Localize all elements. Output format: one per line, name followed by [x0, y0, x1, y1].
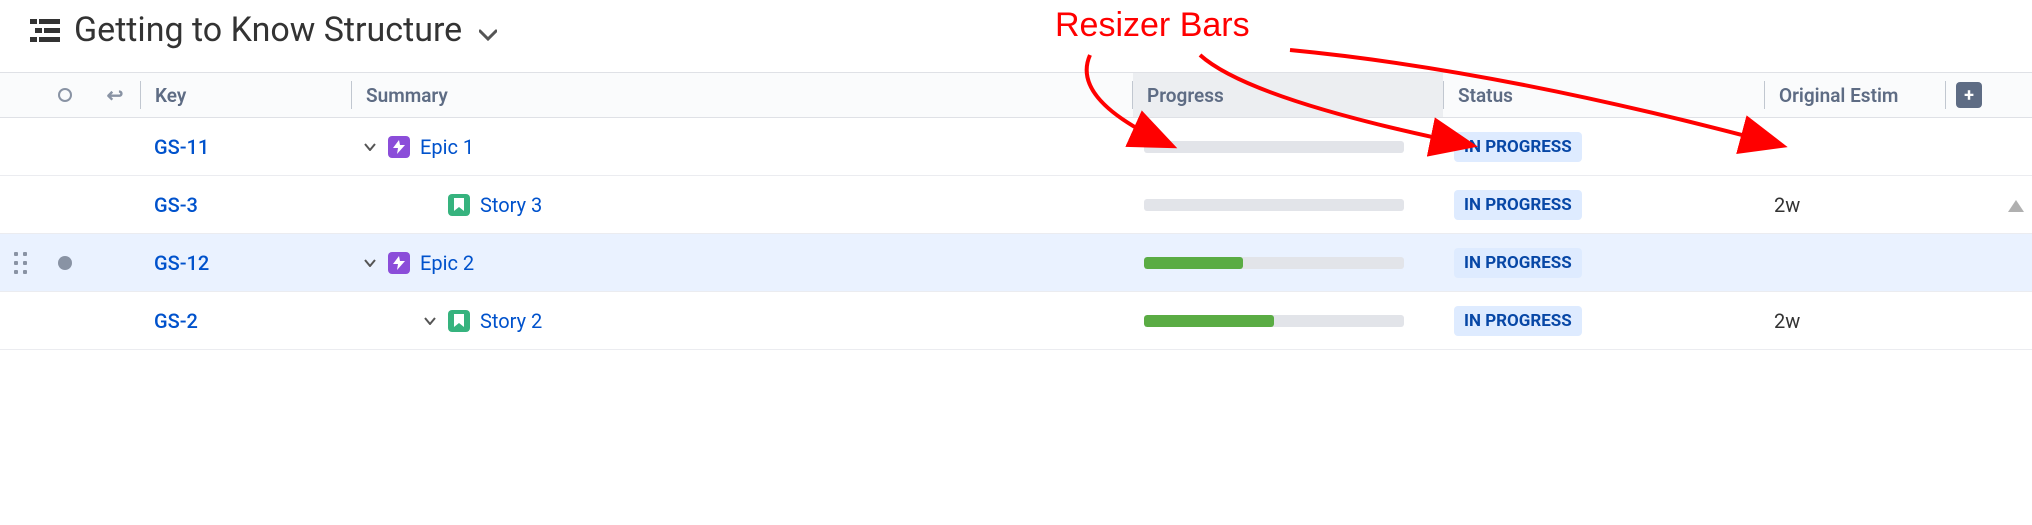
cell-summary: Epic 2	[350, 251, 1130, 275]
expand-toggle[interactable]	[424, 317, 438, 325]
cell-progress	[1130, 199, 1440, 211]
cell-status: IN PROGRESS	[1440, 190, 1760, 220]
drag-dots-icon	[14, 252, 27, 274]
expand-toggle[interactable]	[364, 143, 378, 151]
estimate-value: 2w	[1774, 193, 1800, 217]
progress-bar	[1144, 141, 1404, 153]
cell-summary: Story 3	[350, 193, 1130, 217]
structure-title-text: Getting to Know Structure	[74, 10, 462, 50]
progress-fill	[1144, 315, 1274, 327]
epic-icon	[388, 136, 410, 158]
structure-title[interactable]: Getting to Know Structure	[74, 10, 497, 50]
circle-icon	[58, 88, 72, 102]
header-estimate-label: Original Estim	[1779, 84, 1898, 107]
table-header: ↩ Key Summary Progress Status Original E…	[0, 72, 2032, 118]
progress-bar	[1144, 257, 1404, 269]
header-status[interactable]: Status	[1444, 84, 1764, 107]
story-icon	[448, 194, 470, 216]
swap-icon: ↩	[107, 83, 124, 107]
header-swap[interactable]: ↩	[90, 83, 140, 107]
circle-filled-icon	[58, 256, 72, 270]
header-status-label: Status	[1458, 84, 1513, 107]
cell-status: IN PROGRESS	[1440, 306, 1760, 336]
issue-summary-link[interactable]: Epic 1	[420, 135, 474, 159]
issue-table: ↩ Key Summary Progress Status Original E…	[0, 72, 2032, 350]
cell-key: GS-2	[140, 309, 350, 333]
cell-summary: Epic 1	[350, 135, 1130, 159]
table-row[interactable]: GS-12 Epic 2 IN PROGRESS	[0, 234, 2032, 292]
header-progress[interactable]: Progress	[1133, 73, 1443, 117]
epic-icon	[388, 252, 410, 274]
estimate-value: 2w	[1774, 309, 1800, 333]
row-select[interactable]	[40, 256, 90, 270]
issue-key-link[interactable]: GS-2	[154, 309, 198, 333]
header-select-all[interactable]	[40, 88, 90, 102]
issue-summary-link[interactable]: Story 2	[480, 309, 542, 333]
header-summary-label: Summary	[366, 84, 448, 107]
issue-key-link[interactable]: GS-11	[154, 135, 209, 159]
header-summary[interactable]: Summary	[352, 84, 1132, 107]
cell-key: GS-11	[140, 135, 350, 159]
drag-handle[interactable]	[0, 252, 40, 274]
header-add-column[interactable]: +	[1946, 82, 1992, 108]
cell-status: IN PROGRESS	[1440, 132, 1760, 162]
expand-toggle[interactable]	[364, 259, 378, 267]
cell-summary: Story 2	[350, 309, 1130, 333]
progress-fill	[1144, 257, 1243, 269]
progress-bar	[1144, 199, 1404, 211]
scrollbar-up-icon	[2008, 200, 2024, 212]
plus-icon: +	[1956, 82, 1982, 108]
status-lozenge[interactable]: IN PROGRESS	[1454, 132, 1582, 162]
table-body: GS-11 Epic 1 IN PROGRESS GS-3 Story 3 IN PROG…	[0, 118, 2032, 350]
progress-bar	[1144, 315, 1404, 327]
issue-summary-link[interactable]: Story 3	[480, 193, 542, 217]
issue-summary-link[interactable]: Epic 2	[420, 251, 474, 275]
table-row[interactable]: GS-11 Epic 1 IN PROGRESS	[0, 118, 2032, 176]
cell-estimate: 2w	[1760, 193, 1940, 217]
header-estimate[interactable]: Original Estim	[1765, 84, 1945, 107]
chevron-down-icon	[479, 29, 497, 41]
status-lozenge[interactable]: IN PROGRESS	[1454, 306, 1582, 336]
table-row[interactable]: GS-2 Story 2 IN PROGRESS 2w	[0, 292, 2032, 350]
status-lozenge[interactable]: IN PROGRESS	[1454, 248, 1582, 278]
header-progress-label: Progress	[1147, 84, 1224, 107]
issue-key-link[interactable]: GS-12	[154, 251, 209, 275]
status-lozenge[interactable]: IN PROGRESS	[1454, 190, 1582, 220]
cell-progress	[1130, 257, 1440, 269]
table-row[interactable]: GS-3 Story 3 IN PROGRESS 2w	[0, 176, 2032, 234]
cell-status: IN PROGRESS	[1440, 248, 1760, 278]
issue-key-link[interactable]: GS-3	[154, 193, 198, 217]
structure-icon	[30, 17, 60, 43]
cell-progress	[1130, 315, 1440, 327]
header-key[interactable]: Key	[141, 84, 351, 107]
cell-key: GS-12	[140, 251, 350, 275]
cell-progress	[1130, 141, 1440, 153]
cell-estimate: 2w	[1760, 309, 1940, 333]
cell-key: GS-3	[140, 193, 350, 217]
header-key-label: Key	[155, 84, 186, 107]
story-icon	[448, 310, 470, 332]
structure-title-bar: Getting to Know Structure	[0, 0, 2032, 72]
